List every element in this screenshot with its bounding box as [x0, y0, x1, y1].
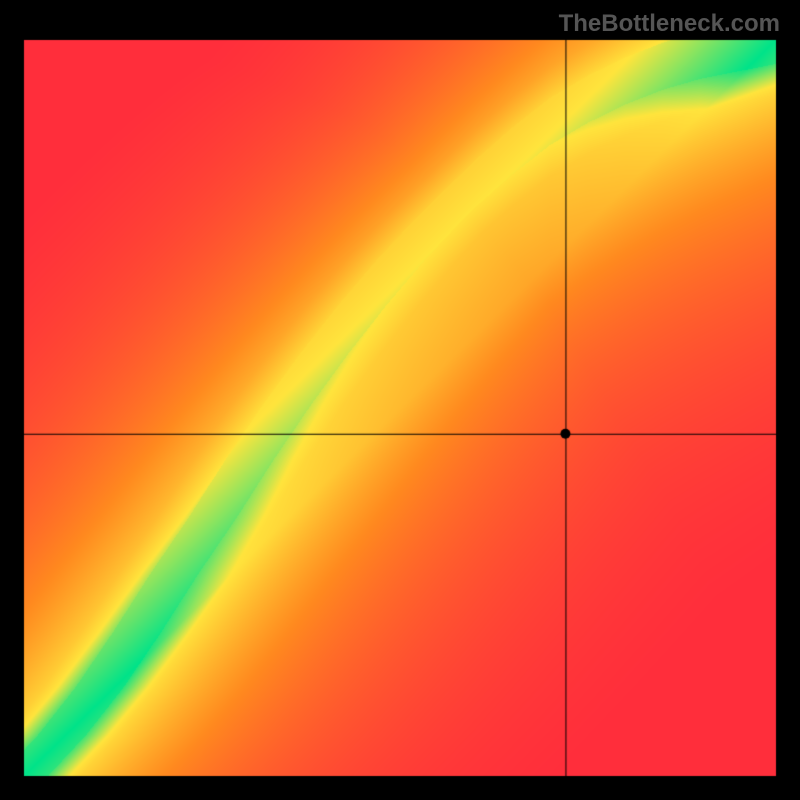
bottleneck-heatmap — [0, 0, 800, 800]
attribution-label: TheBottleneck.com — [559, 10, 780, 38]
